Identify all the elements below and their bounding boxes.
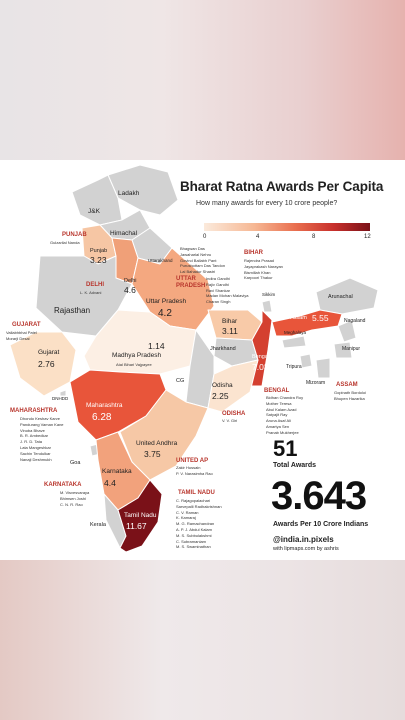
per-capita-value: 3.643 [271,474,367,518]
awardees-punjab-list: Gulzarilal Nanda [50,240,80,245]
awardees-bengal-heading: BENGAL [264,388,290,394]
region-jk [71,174,123,226]
chart-title: Bharat Ratna Awards Per Capita [180,179,384,194]
awardees-up-heading: UTTAR PRADESH [176,276,206,289]
infographic-card: Bharat Ratna Awards Per Capita How many … [0,160,405,560]
blurred-backdrop-bottom [0,560,405,720]
label-arunachal: Arunachal [328,294,353,300]
awardees-up-list: Indira Gandhi Rajiv Gandhi Ravi Shankar Ma… [206,276,249,305]
label-ladakh: Ladakh [118,190,140,197]
awardees-delhi-heading: DELHI [86,282,104,288]
label-tripura: Tripura [286,364,302,370]
label-andhra: United Andhra [136,440,178,447]
label-bengal: Bengal [252,354,270,360]
region-gujarat [9,331,77,397]
label-delhi: Delhi [124,278,137,284]
credit-tool: with lipmaps.com by ashris [273,546,339,552]
value-delhi: 4.6 [124,285,136,295]
awardees-punjab-heading: PUNJAB [62,232,87,238]
awardees-mp-list: Atal Bihari Vajpayee [116,362,152,367]
region-manipur [333,341,353,359]
region-mizoram [315,357,331,379]
label-sikkim: Sikkim [262,292,276,297]
awardees-gujarat-list: Vallabhbhai Patel Morarji Desai [6,330,37,341]
india-map [9,164,379,553]
region-tripura [299,353,313,369]
value-maharashtra: 6.28 [92,412,112,423]
label-tamilnadu: Tamil Nadu [124,512,157,519]
label-dnhdd: DNHDD [52,396,69,401]
awardees-delhi-list: L. K. Advani [80,290,102,295]
value-gujarat: 2.76 [38,359,55,369]
total-awards-label: Total Awards [273,462,317,469]
region-meghalaya [281,335,307,349]
awardees-bengal-list: Bidhan Chandra Roy Mother Teresa Abul Kal… [266,395,304,435]
awardees-maharashtra-heading: MAHARASHTRA [10,408,58,414]
label-manipur: Manipur [342,346,361,352]
legend-tick-8: 8 [312,234,316,240]
value-andhra: 3.75 [144,449,161,459]
awardees-up-top-list: Bhagwan Das Jawaharlal Nehru Govind Balla… [180,246,226,275]
awardees-bihar-heading: BIHAR [244,250,263,256]
label-mp: Madhya Pradesh [112,352,162,359]
region-up [131,247,215,331]
credit-handle: @india.in.pixels [273,535,334,544]
label-uttarakhand: Uttarakhand [148,258,173,263]
region-dnhdd [59,389,67,397]
awardees-united-ap-heading: UNITED AP [176,458,209,464]
label-karnataka: Karnataka [102,468,132,475]
label-jk: J&K [88,208,100,215]
awardees-karnataka-list: M. Visvesvaraya Bhimsen Joshi C. N. R. Rao [60,490,90,507]
per-capita-label: Awards Per 10 Crore Indians [273,521,369,528]
value-assam: 5.55 [312,313,329,323]
label-rajasthan: Rajasthan [54,306,91,315]
region-tamilnadu [117,479,163,553]
label-gujarat: Gujarat [38,349,60,356]
label-goa: Goa [70,460,81,466]
awardees-karnataka-heading: KARNATAKA [44,482,82,488]
region-assam [271,309,343,337]
region-ladakh [107,164,179,216]
legend-tick-12: 12 [364,234,371,240]
label-jharkhand: Jharkhand [210,346,236,352]
label-mizoram: Mizoram [306,380,326,386]
value-up: 4.2 [158,308,172,319]
value-bengal: 7.03 [252,362,269,372]
value-bihar: 3.11 [222,326,238,336]
value-karnataka: 4.4 [104,478,116,488]
legend-tick-4: 4 [256,234,260,240]
awardees-odisha-list: V. V. Giri [222,418,238,423]
legend-tick-0: 0 [203,234,207,240]
awardees-tamilnadu-list: C. Rajagopalachari Sarvepalli Radhakrishn… [176,498,222,550]
label-himachal: Himachal [110,230,138,237]
awardees-gujarat-heading: GUJARAT [12,322,41,328]
value-punjab: 3.23 [90,255,107,265]
awardees-tamilnadu-heading: TAMIL NADU [178,490,215,496]
awardees-assam-list: Gopinath Bordoloi Bhupen Hazarika [334,390,367,401]
chart-subtitle: How many awards for every 10 crore peopl… [196,200,338,207]
awardees-maharashtra-list: Dhondo Keshav Karve Pandurang Vaman Kane … [20,416,64,462]
label-bihar: Bihar [222,318,238,325]
label-odisha: Odisha [212,382,233,389]
label-cg: CG [176,378,185,384]
region-nagaland [337,319,357,343]
value-tamilnadu: 11.67 [126,521,147,531]
awardees-united-ap-list: Zakir Hussain P. V. Narasimha Rao [176,465,213,476]
label-up: Uttar Pradesh [146,298,187,305]
region-sikkim [261,299,273,313]
value-odisha: 2.25 [212,391,229,401]
label-kerala: Kerala [90,522,106,528]
label-maharashtra: Maharashtra [86,402,123,409]
label-meghalaya: Meghalaya [284,330,307,335]
awardees-bihar-list: Rajendra Prasad Jayaprakash Narayan Bismi… [244,258,283,281]
color-legend-bar [204,223,370,231]
blurred-backdrop-top [0,0,405,160]
total-awards-value: 51 [273,436,298,461]
label-punjab: Punjab [90,248,108,254]
awardees-odisha-heading: ODISHA [222,411,246,417]
label-assam: Assam [290,315,307,321]
awardees-assam-heading: ASSAM [336,382,358,388]
value-mp: 1.14 [148,341,165,351]
label-nagaland: Nagaland [344,318,366,324]
